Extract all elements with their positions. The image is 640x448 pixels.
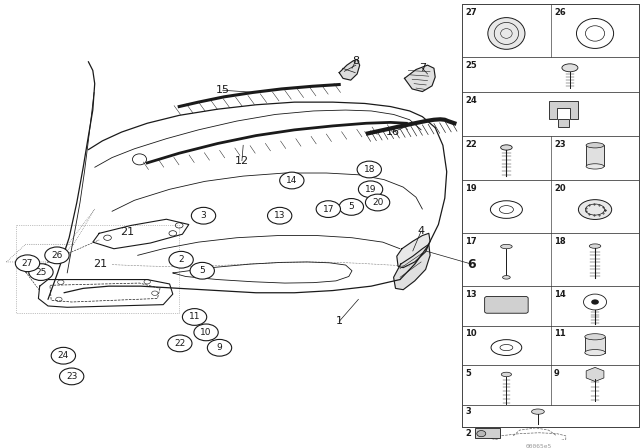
Text: 3: 3 [201,211,206,220]
Text: 9: 9 [554,369,559,378]
Text: 3: 3 [465,407,471,416]
Circle shape [339,198,364,215]
Ellipse shape [501,372,511,377]
Circle shape [207,340,232,356]
Bar [475,428,500,438]
Text: 26: 26 [554,8,566,17]
Text: 16: 16 [386,127,400,137]
Text: 23: 23 [554,140,566,149]
Bar [585,337,605,353]
Text: 18: 18 [364,165,375,174]
Ellipse shape [586,142,604,148]
Circle shape [29,264,53,280]
Polygon shape [404,65,435,91]
Circle shape [191,207,216,224]
Ellipse shape [532,409,545,414]
Ellipse shape [589,244,601,248]
Ellipse shape [500,145,512,150]
Text: 21: 21 [93,259,108,269]
Text: 10: 10 [465,329,477,338]
Ellipse shape [499,206,513,214]
Ellipse shape [585,334,605,340]
Circle shape [15,255,40,271]
Circle shape [60,368,84,385]
Text: 21: 21 [120,228,134,237]
Text: 17: 17 [465,237,477,246]
Text: 22: 22 [174,339,186,348]
Polygon shape [550,101,578,119]
Ellipse shape [500,345,513,351]
Ellipse shape [586,26,605,41]
Ellipse shape [500,244,512,249]
Text: 17: 17 [323,205,334,214]
Circle shape [358,181,383,198]
Bar [462,4,639,427]
Text: 24: 24 [465,96,477,105]
Text: 2: 2 [179,255,184,264]
Circle shape [477,431,486,437]
Text: 25: 25 [35,267,47,276]
Text: 5: 5 [465,369,471,378]
Text: 6: 6 [467,258,476,271]
Text: 11: 11 [189,312,200,322]
Text: 14: 14 [286,176,298,185]
FancyBboxPatch shape [484,297,528,313]
Text: 27: 27 [22,259,33,268]
Circle shape [169,251,193,268]
Circle shape [51,347,76,364]
Text: 13: 13 [274,211,285,220]
Text: 8: 8 [352,56,360,66]
Text: 19: 19 [465,184,477,193]
Text: 27: 27 [465,8,477,17]
Ellipse shape [579,200,612,220]
Bar [559,119,569,127]
Text: 12: 12 [235,156,249,166]
Ellipse shape [586,164,604,169]
Text: 4: 4 [417,226,425,236]
Circle shape [591,299,599,305]
Text: 23: 23 [66,372,77,381]
Text: 22: 22 [465,140,477,149]
Bar [586,145,604,166]
Ellipse shape [502,276,510,279]
Circle shape [194,324,218,341]
Text: 14: 14 [554,290,566,299]
Circle shape [316,201,340,217]
Circle shape [182,309,207,325]
Polygon shape [339,60,360,80]
Text: 9: 9 [217,343,222,352]
Text: 18: 18 [554,237,566,246]
Text: 10: 10 [200,328,212,337]
Circle shape [168,335,192,352]
Text: 24: 24 [58,351,69,360]
Text: 00065e5: 00065e5 [525,444,552,448]
Text: 7: 7 [419,63,426,73]
Polygon shape [397,233,430,267]
Text: 19: 19 [365,185,376,194]
Text: 1: 1 [336,316,342,327]
Text: 5: 5 [200,266,205,275]
Text: 26: 26 [51,251,63,260]
Circle shape [357,161,381,178]
Polygon shape [394,244,430,290]
Circle shape [268,207,292,224]
Text: 11: 11 [554,329,566,338]
Text: 25: 25 [465,61,477,70]
Circle shape [280,172,304,189]
Text: 5: 5 [349,202,354,211]
Circle shape [190,263,214,279]
Text: 20: 20 [372,198,383,207]
Ellipse shape [488,17,525,49]
Text: 15: 15 [216,85,230,95]
Ellipse shape [562,64,578,72]
Text: 13: 13 [465,290,477,299]
Circle shape [365,194,390,211]
Ellipse shape [585,349,605,356]
Text: 2: 2 [465,429,471,438]
Circle shape [45,247,69,264]
Text: 20: 20 [554,184,566,193]
